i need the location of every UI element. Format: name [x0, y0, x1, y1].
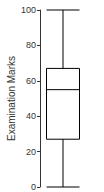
svg-text:20: 20: [26, 147, 36, 157]
svg-text:40: 40: [26, 111, 36, 121]
svg-text:80: 80: [26, 40, 36, 50]
svg-text:60: 60: [26, 76, 36, 86]
svg-text:100: 100: [21, 5, 36, 15]
svg-text:Examination Marks: Examination Marks: [6, 56, 17, 141]
svg-text:0: 0: [31, 182, 36, 192]
